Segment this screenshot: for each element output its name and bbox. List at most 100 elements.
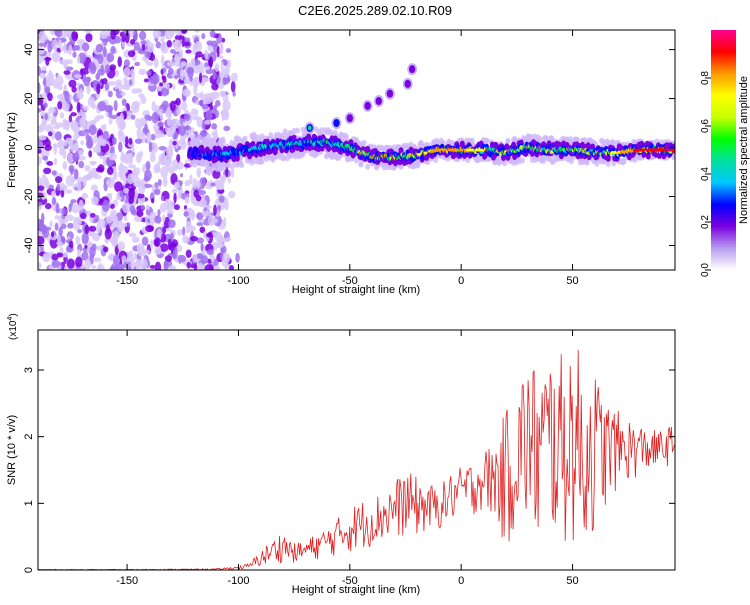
ridge-halo: [227, 162, 233, 169]
noise-speckle: [205, 68, 214, 75]
ridge-peak: [670, 148, 675, 152]
x-tick: 50: [566, 30, 579, 287]
spur: [386, 89, 394, 98]
noise-speckle: [66, 66, 74, 71]
noise-speckle: [38, 65, 42, 76]
noise-speckle: [169, 100, 176, 112]
ridge-halo: [343, 134, 349, 141]
noise-speckle: [71, 31, 79, 40]
noise-speckle: [61, 208, 67, 216]
noise-speckle: [161, 35, 165, 41]
snr-scale-exp: 4: [7, 317, 14, 321]
ridge-halo: [358, 161, 364, 168]
x-tick: -100: [227, 30, 249, 287]
y-tick: 0: [23, 567, 675, 573]
noise-speckle: [45, 123, 54, 134]
noise-speckle: [38, 82, 41, 94]
noise-speckle: [48, 106, 56, 114]
noise-speckle: [213, 204, 217, 216]
x-tick-label: 50: [566, 575, 578, 587]
noise-speckle: [172, 133, 177, 140]
noise-speckle: [138, 151, 144, 158]
noise-speckle: [43, 102, 48, 108]
noise-speckle: [151, 197, 155, 204]
ridge-peak: [666, 148, 671, 152]
noise-speckle: [106, 176, 116, 189]
noise-speckle: [127, 222, 131, 227]
noise-speckle: [123, 222, 128, 228]
ridge-halo: [469, 137, 475, 144]
spur: [364, 101, 371, 110]
noise-speckle: [154, 245, 162, 255]
noise-speckle: [174, 53, 180, 63]
noise-speckle: [76, 181, 82, 192]
noise-speckle: [107, 80, 117, 86]
noise-speckle: [81, 112, 87, 121]
noise-speckle: [111, 136, 117, 145]
noise-speckle: [119, 169, 125, 181]
noise-speckle: [175, 244, 183, 253]
colorbar-tick-label: 0.4: [700, 167, 711, 181]
ridge-peak: [641, 148, 646, 152]
noise-speckle: [214, 63, 220, 72]
noise-speckle: [225, 48, 232, 53]
noise-speckle: [96, 264, 105, 270]
noise-speckle: [184, 89, 189, 98]
noise-speckle: [44, 113, 48, 121]
noise-speckle: [140, 40, 147, 45]
noise-speckle: [97, 164, 105, 173]
noise-speckle: [196, 237, 204, 244]
ridge-peak: [423, 151, 428, 155]
ridge-peak: [450, 148, 455, 152]
noise-speckle: [179, 180, 183, 186]
noise-speckle: [47, 40, 53, 53]
noise-speckle: [220, 110, 227, 116]
ridge-halo: [239, 162, 245, 169]
y-tick: 0: [23, 144, 675, 151]
noise-speckle: [138, 68, 146, 76]
noise-speckle: [97, 139, 104, 146]
noise-speckle: [196, 167, 202, 179]
ridge-edge: [645, 152, 651, 160]
noise-speckle: [44, 203, 52, 210]
noise-speckle: [42, 118, 47, 124]
noise-speckle: [70, 120, 79, 131]
y-tick: 1: [23, 500, 675, 506]
noise-speckle: [200, 129, 208, 137]
noise-speckle: [90, 184, 98, 192]
noise-speckle: [72, 218, 81, 231]
noise-speckle: [200, 91, 204, 101]
noise-speckle: [154, 237, 161, 247]
noise-speckle: [92, 257, 102, 263]
noise-speckle: [59, 246, 64, 255]
ridge-peak: [443, 148, 448, 152]
noise-speckle: [172, 83, 176, 91]
x-tick: -150: [116, 30, 138, 287]
noise-speckle: [68, 203, 72, 213]
noise-speckle: [102, 46, 107, 58]
y-tick: -40: [23, 238, 675, 253]
noise-speckle: [84, 259, 92, 270]
spectrogram-heatmap: [38, 30, 675, 270]
y-tick: 20: [23, 92, 675, 105]
noise-speckle: [38, 176, 42, 187]
noise-speckle: [51, 260, 60, 269]
noise-speckle: [38, 148, 42, 154]
noise-speckle: [177, 254, 187, 263]
noise-speckle: [185, 49, 192, 54]
noise-speckle: [62, 161, 68, 171]
noise-speckle: [115, 196, 123, 201]
spectrogram-y-label: Frequency (Hz): [6, 112, 18, 188]
noise-speckle: [89, 212, 96, 218]
noise-speckle: [200, 242, 204, 252]
noise-speckle: [214, 231, 223, 242]
noise-speckle: [81, 42, 90, 52]
noise-speckle: [106, 224, 110, 234]
noise-speckle: [41, 66, 47, 71]
noise-speckle: [184, 196, 190, 204]
noise-speckle: [224, 201, 229, 211]
noise-speckle: [214, 99, 221, 107]
x-tick: -100: [227, 330, 249, 587]
noise-speckle: [202, 210, 212, 217]
noise-speckle: [66, 258, 75, 269]
